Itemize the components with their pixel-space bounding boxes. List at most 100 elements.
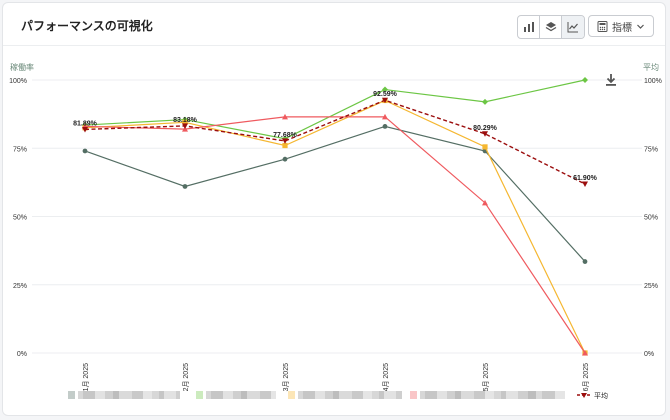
legend-swatch [196, 391, 203, 399]
y-axis-label-left: 稼働率 [10, 62, 34, 72]
performance-card: パフォーマンスの可視化 [2, 2, 666, 416]
legend-text-blur [455, 391, 461, 399]
legend-text-blur [518, 391, 528, 399]
legend-text-blur [494, 391, 501, 399]
avg-data-label: 92.59% [373, 91, 398, 98]
legend-text-blur [247, 391, 260, 399]
bar-chart-icon [523, 22, 534, 32]
data-point [382, 86, 388, 93]
data-point [182, 123, 188, 129]
legend-text-blur [528, 391, 536, 399]
legend-text-blur [152, 391, 159, 399]
legend-text-blur [315, 391, 325, 399]
legend-text-blur [437, 391, 447, 399]
avg-data-label: 83.18% [173, 117, 198, 124]
legend-text-blur [506, 391, 518, 399]
legend-item [196, 391, 276, 399]
data-point [482, 199, 488, 206]
series-lines [82, 77, 588, 356]
legend-text-blur [119, 391, 132, 399]
y-tick-label-left: 75% [13, 146, 27, 153]
data-point [282, 113, 288, 120]
legend-text-blur [241, 391, 247, 399]
bar-chart-button[interactable] [518, 16, 540, 38]
x-tick-label: 2月 2025 [182, 363, 190, 392]
stack-icon [545, 22, 556, 32]
x-tick-label: 6月 2025 [582, 363, 590, 392]
data-point [182, 184, 188, 189]
line-chart-button[interactable] [562, 16, 584, 38]
legend-swatch [288, 391, 295, 399]
avg-data-label: 81.89% [73, 120, 98, 127]
legend-text-blur [159, 391, 164, 399]
legend-text-blur [176, 391, 180, 399]
legend-text-blur [420, 391, 425, 399]
legend-text-blur [223, 391, 233, 399]
download-button[interactable] [603, 72, 619, 88]
y-ticks: 100% 100% 75% 75% 50% 50% 25% 25% 0% 0% [9, 78, 662, 358]
avg-data-label: 61.90% [573, 175, 598, 182]
y-tick-label-left: 100% [9, 78, 27, 85]
legend-item [288, 391, 402, 399]
data-point [582, 259, 588, 264]
legend-text-blur [396, 391, 402, 399]
data-point [82, 126, 88, 133]
data-point [482, 131, 488, 137]
legend-text-blur [555, 391, 565, 399]
y-tick-label-right: 25% [644, 283, 658, 290]
metric-label: 指標 [612, 22, 632, 34]
legend-text-blur [372, 391, 379, 399]
legend-text-blur [485, 391, 494, 399]
y-tick-label-right: 75% [644, 146, 658, 153]
legend-text-blur [339, 391, 352, 399]
series-line [84, 125, 586, 262]
stack-chart-button[interactable] [540, 16, 562, 38]
series [82, 97, 588, 356]
legend-text-blur [536, 391, 542, 399]
data-point [282, 138, 288, 144]
y-axis-label-right: 平均 [643, 62, 659, 72]
x-ticks: 1月 2025 2月 2025 3月 2025 4月 2025 5月 2025 6月 20… [82, 363, 590, 392]
legend-text-blur [447, 391, 455, 399]
series-line [84, 79, 586, 140]
y-tick-label-left: 25% [13, 283, 27, 290]
header-divider [3, 45, 665, 46]
data-point [482, 98, 488, 105]
legend-swatch [410, 391, 417, 399]
avg-data-labels: 81.89% 83.18% 77.68% 92.59% 80.29% 61.90% [73, 91, 598, 182]
y-tick-label-right: 100% [644, 78, 662, 85]
legend-item-average: 平均 [577, 391, 608, 400]
legend-text-blur [461, 391, 474, 399]
metric-dropdown[interactable]: 指標 [588, 15, 654, 37]
y-tick-label-left: 0% [17, 351, 27, 358]
legend-text-blur [132, 391, 143, 399]
legend-text-blur [211, 391, 223, 399]
legend-text-blur [352, 391, 363, 399]
legend-text-blur [501, 391, 506, 399]
data-point [582, 350, 588, 356]
legend-text-blur [95, 391, 105, 399]
legend-avg-label: 平均 [594, 391, 608, 400]
legend-text-blur [425, 391, 437, 399]
legend-text-blur [298, 391, 303, 399]
chevron-down-icon [637, 24, 644, 29]
series [82, 113, 588, 356]
data-point [82, 148, 88, 154]
calculator-icon [597, 20, 608, 32]
avg-data-label: 80.29% [473, 125, 498, 132]
legend-swatch [68, 391, 75, 399]
legend-text-blur [271, 391, 276, 399]
legend-text-blur [113, 391, 119, 399]
data-point [282, 156, 288, 162]
legend-text-blur [333, 391, 339, 399]
y-tick-label-left: 50% [13, 215, 27, 222]
legend-text-blur [143, 391, 152, 399]
data-point [582, 77, 588, 83]
data-point [582, 181, 588, 188]
legend-text-blur [474, 391, 485, 399]
legend-text-blur [78, 391, 83, 399]
x-tick-label: 5月 2025 [482, 363, 490, 392]
legend-text-blur [542, 391, 555, 399]
data-point [182, 119, 188, 125]
y-tick-label-right: 50% [644, 215, 658, 222]
